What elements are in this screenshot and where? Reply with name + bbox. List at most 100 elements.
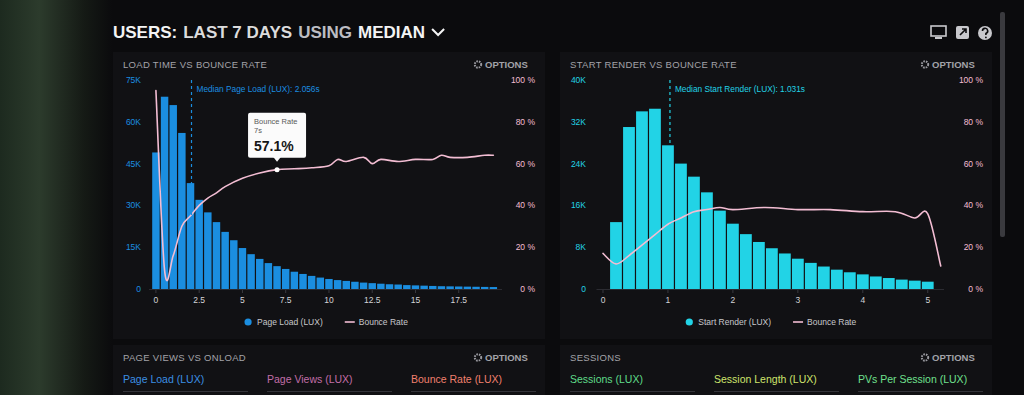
bar — [394, 285, 401, 289]
bar — [239, 248, 246, 289]
gear-icon[interactable] — [475, 61, 481, 67]
x-tick-label: 5 — [925, 295, 930, 305]
x-tick-mark — [602, 290, 603, 293]
bar — [883, 278, 895, 289]
x-tick-mark — [155, 290, 156, 293]
tab-underline — [123, 391, 248, 392]
export-icon[interactable] — [956, 26, 969, 39]
help-icon[interactable] — [978, 26, 992, 40]
gear-icon[interactable] — [922, 61, 928, 67]
panel-title: PAGE VIEWS VS ONLOAD — [123, 352, 246, 363]
y-tick-label: 0 — [136, 284, 141, 294]
bar — [753, 242, 765, 289]
bar — [325, 279, 332, 289]
y-tick-label: 24K — [571, 159, 586, 169]
legend-label: Page Load (LUX) — [257, 317, 323, 327]
bar — [714, 211, 726, 289]
options-button[interactable]: OPTIONS — [485, 59, 528, 70]
tab[interactable]: Session Length (LUX) — [714, 373, 817, 385]
bar — [317, 278, 324, 289]
bar — [152, 152, 159, 289]
legend-swatch — [793, 321, 803, 323]
tab-underline — [858, 391, 983, 392]
header-title: USERS: — [113, 23, 177, 42]
bar — [386, 284, 393, 289]
median-label: Median Page Load (LUX): 2.056s — [196, 84, 319, 94]
x-tick-label: 17.5 — [450, 295, 467, 305]
bar — [792, 259, 804, 289]
monitor-icon — [935, 37, 942, 39]
scrollbar[interactable] — [1000, 12, 1005, 237]
panel — [560, 52, 992, 339]
bar — [701, 192, 713, 289]
bar — [464, 287, 471, 289]
bar — [727, 224, 739, 289]
bar — [446, 286, 453, 289]
bar — [247, 254, 254, 289]
x-axis-line — [149, 289, 502, 290]
y-tick-label: 75K — [126, 75, 141, 85]
options-button[interactable]: OPTIONS — [485, 352, 528, 363]
export-icon — [960, 29, 966, 35]
x-tick-label: 2.5 — [193, 295, 205, 305]
bar — [805, 263, 817, 289]
median-line — [191, 80, 192, 289]
gear-icon[interactable] — [922, 354, 928, 360]
hover-point — [275, 167, 280, 172]
median-label: Median Start Render (LUX): 1.031s — [675, 84, 805, 94]
tab-underline — [411, 391, 536, 392]
bar — [230, 240, 237, 289]
tab[interactable]: Page Views (LUX) — [267, 373, 353, 385]
bar — [187, 183, 194, 289]
bar — [377, 284, 384, 289]
bar — [368, 283, 375, 289]
legend-label: Start Render (LUX) — [698, 317, 771, 327]
legend-swatch — [244, 318, 251, 325]
bar — [909, 281, 921, 289]
x-tick-mark — [797, 290, 798, 293]
x-tick-label: 15 — [411, 295, 421, 305]
x-tick-mark — [927, 290, 928, 293]
x-tick-mark — [458, 290, 459, 293]
tab[interactable]: Page Load (LUX) — [123, 373, 204, 385]
dropdown-chevron[interactable] — [432, 29, 444, 35]
y-tick-label: 30K — [126, 200, 141, 210]
bar — [351, 282, 358, 289]
tab[interactable]: Sessions (LUX) — [570, 373, 643, 385]
blurred-foreground — [0, 0, 112, 395]
bar — [844, 272, 856, 289]
tab[interactable]: Bounce Rate (LUX) — [411, 373, 502, 385]
x-tick-mark — [199, 290, 200, 293]
bar — [779, 253, 791, 289]
options-button[interactable]: OPTIONS — [932, 352, 975, 363]
x-tick-label: 7.5 — [280, 295, 292, 305]
bar — [766, 248, 778, 289]
tab[interactable]: PVs Per Session (LUX) — [858, 373, 967, 385]
monitor-icon[interactable] — [931, 26, 946, 36]
panel — [113, 345, 545, 395]
y-tick-label: 45K — [126, 159, 141, 169]
bar — [299, 274, 306, 289]
options-button[interactable]: OPTIONS — [932, 59, 975, 70]
y-tick-label: 15K — [126, 242, 141, 252]
panel — [560, 345, 992, 395]
x-tick-mark — [415, 290, 416, 293]
x-tick-label: 12.5 — [364, 295, 381, 305]
median-line — [669, 80, 670, 289]
bar — [438, 286, 445, 289]
bar — [308, 276, 315, 289]
bar — [161, 97, 168, 289]
y2-tick-label: 100 % — [959, 75, 984, 85]
x-tick-mark — [285, 290, 286, 293]
tab-underline — [267, 391, 392, 392]
x-tick-label: 0 — [154, 295, 159, 305]
stage: USERS:LAST 7 DAYSUSINGMEDIANLOAD TIME VS… — [0, 0, 1024, 395]
tooltip-value: 57.1% — [254, 138, 294, 154]
gear-icon[interactable] — [475, 354, 481, 360]
x-tick-mark — [328, 290, 329, 293]
y-tick-label: 60K — [126, 117, 141, 127]
x-tick-mark — [732, 290, 733, 293]
header-title: USING — [298, 23, 352, 42]
bar — [818, 267, 830, 289]
y2-tick-label: 80 % — [964, 117, 984, 127]
